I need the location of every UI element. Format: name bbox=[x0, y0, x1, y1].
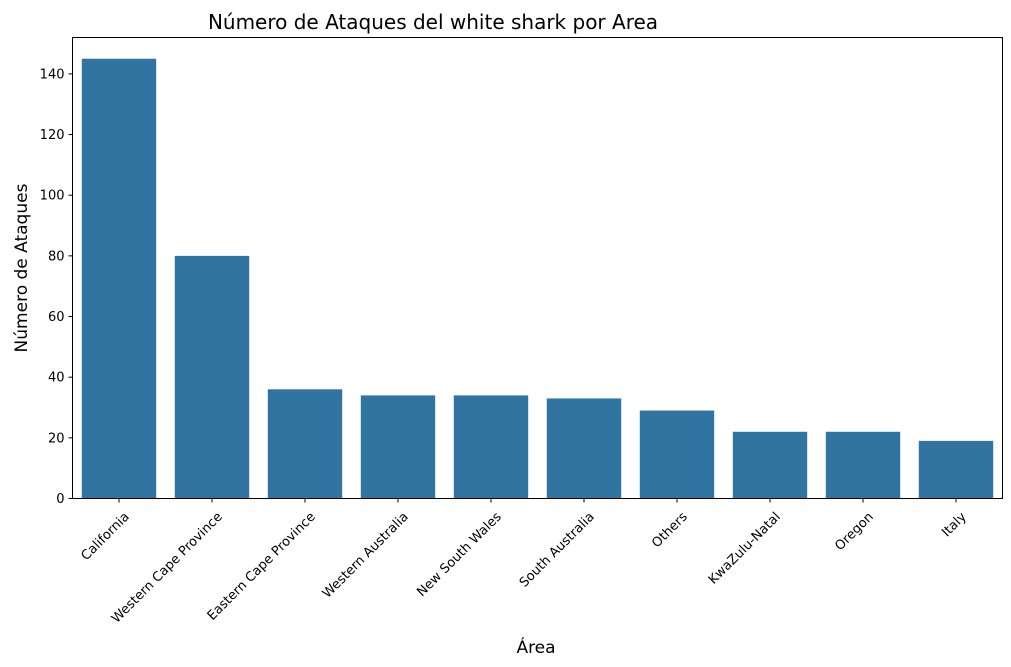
y-tick-label: 80 bbox=[48, 249, 65, 264]
y-tick-label: 60 bbox=[48, 310, 65, 325]
x-tick-label: Eastern Cape Province bbox=[205, 510, 319, 624]
bar bbox=[732, 431, 808, 499]
y-tick-label: 140 bbox=[40, 67, 65, 82]
x-tick-label: South Australia bbox=[517, 510, 598, 591]
y-tick-label: 20 bbox=[48, 431, 65, 446]
x-tick-label: California bbox=[78, 510, 132, 564]
x-tick-label: Oregon bbox=[832, 510, 876, 554]
chart-title: Número de Ataques del white shark por Ar… bbox=[208, 10, 658, 34]
bar bbox=[453, 395, 529, 499]
bar bbox=[267, 389, 343, 499]
y-tick-label: 40 bbox=[48, 371, 65, 386]
bar bbox=[174, 255, 250, 499]
bar bbox=[546, 398, 622, 499]
y-axis: 0 20 40 60 80 100 120 140 bbox=[40, 67, 73, 507]
y-tick-label: 0 bbox=[56, 492, 64, 507]
bar bbox=[918, 440, 994, 499]
plot-frame bbox=[72, 37, 1003, 499]
y-tick-label: 120 bbox=[40, 128, 65, 143]
x-tick-label: KwaZulu-Natal bbox=[706, 510, 784, 588]
x-tick-label: Others bbox=[649, 509, 691, 551]
x-tick-label: Western Australia bbox=[320, 510, 412, 602]
bar bbox=[81, 58, 157, 499]
x-tick-label: New South Wales bbox=[414, 509, 505, 600]
bar bbox=[639, 410, 715, 499]
bar bbox=[360, 395, 436, 499]
bar bbox=[825, 431, 901, 499]
x-tick-label: Italy bbox=[939, 509, 970, 540]
y-tick-label: 100 bbox=[40, 189, 65, 204]
y-axis-label: Número de Ataques bbox=[12, 183, 32, 352]
x-axis-label: Área bbox=[516, 636, 555, 658]
bars-group bbox=[81, 58, 994, 499]
